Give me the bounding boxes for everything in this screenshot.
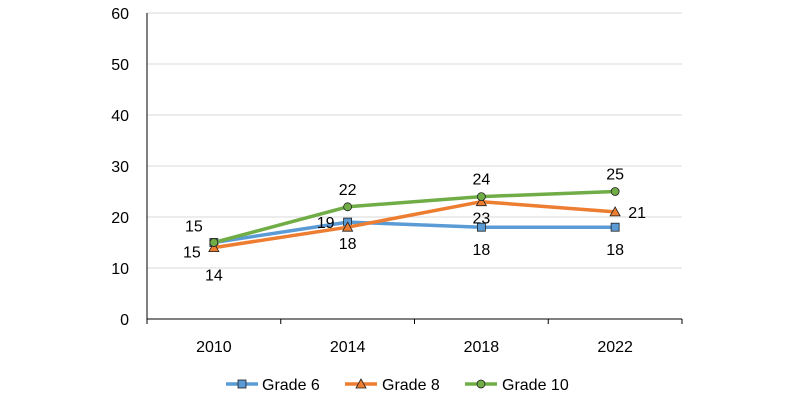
series-line-grade-10 bbox=[212, 189, 617, 245]
point-grade-10-2022 bbox=[610, 187, 620, 196]
y-tick-label: 40 bbox=[111, 108, 129, 125]
data-label-grade-10: 22 bbox=[339, 182, 357, 199]
data-label-grade-6: 19 bbox=[317, 215, 335, 232]
y-tick-label: 50 bbox=[111, 57, 129, 74]
y-tick-label: 10 bbox=[111, 261, 129, 278]
point-grade-10-2014 bbox=[343, 202, 353, 212]
point-grade-6-2022 bbox=[610, 222, 620, 232]
point-grade-10-2010 bbox=[209, 238, 219, 247]
gridlines bbox=[147, 12, 682, 269]
x-tick-labels: 2010 2014 2018 2022 bbox=[196, 339, 633, 356]
series-lines bbox=[208, 187, 621, 253]
y-tick-label: 20 bbox=[111, 210, 129, 227]
point-grade-8-2014 bbox=[341, 221, 354, 232]
y-tick-labels: 0 10 20 30 40 50 60 bbox=[111, 6, 129, 329]
data-label-grade-10: 15 bbox=[185, 219, 203, 236]
data-label-grade-6: 18 bbox=[472, 242, 490, 259]
x-tick-label: 2022 bbox=[597, 339, 633, 356]
legend-marker-grade-8 bbox=[355, 378, 367, 389]
data-label-grade-10: 24 bbox=[472, 172, 490, 189]
data-label-grade-8: 21 bbox=[628, 205, 646, 222]
data-label-grade-8: 18 bbox=[339, 236, 357, 253]
data-label-grade-8: 23 bbox=[472, 211, 490, 228]
x-tick-label: 2010 bbox=[196, 339, 232, 356]
x-tick-label: 2014 bbox=[330, 339, 366, 356]
axes bbox=[146, 13, 683, 324]
y-tick-label: 0 bbox=[120, 312, 129, 329]
legend: Grade 6 Grade 8 Grade 10 bbox=[226, 377, 569, 394]
y-tick-label: 30 bbox=[111, 159, 129, 176]
legend-marker-grade-10 bbox=[476, 379, 486, 389]
y-tick-label: 60 bbox=[111, 6, 129, 23]
legend-marker-grade-6 bbox=[237, 379, 247, 389]
x-tick-label: 2018 bbox=[464, 339, 500, 356]
legend-label-grade-10: Grade 10 bbox=[502, 377, 569, 394]
data-label-grade-6: 15 bbox=[183, 245, 201, 262]
data-label-grade-6: 18 bbox=[606, 242, 624, 259]
point-grade-6-2018 bbox=[476, 222, 486, 232]
data-label-grade-8: 14 bbox=[205, 268, 223, 285]
point-grade-8-2018 bbox=[475, 195, 488, 207]
legend-label-grade-6: Grade 6 bbox=[262, 377, 320, 394]
data-label-grade-10: 25 bbox=[606, 167, 624, 184]
point-grade-8-2010 bbox=[208, 241, 220, 253]
series-line-grade-8 bbox=[212, 199, 617, 250]
point-grade-8-2022 bbox=[609, 206, 621, 217]
legend-label-grade-8: Grade 8 bbox=[382, 377, 440, 394]
series-line-grade-6 bbox=[212, 220, 617, 245]
point-grade-10-2018 bbox=[476, 192, 486, 202]
